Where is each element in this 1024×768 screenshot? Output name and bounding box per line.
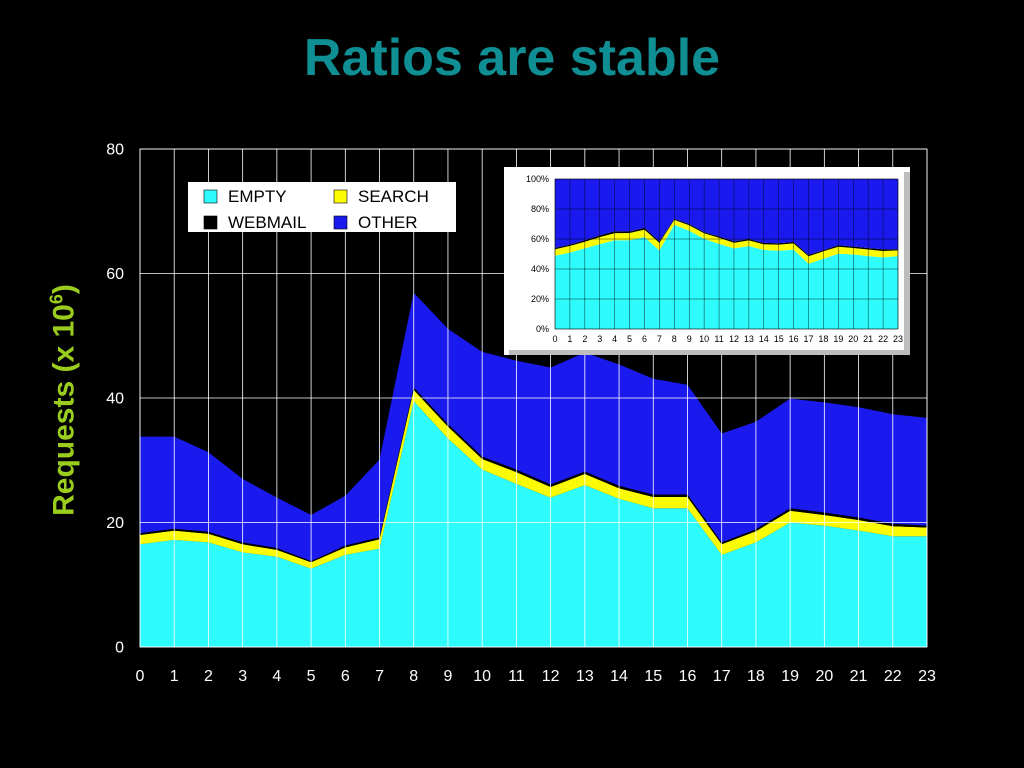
main-x-tick-label: 9	[444, 668, 453, 685]
inset-x-tick-label: 0	[552, 334, 557, 344]
main-x-tick-label: 19	[781, 668, 799, 685]
inset-x-tick-label: 15	[774, 334, 784, 344]
main-plot-border	[139, 148, 928, 648]
legend-box	[188, 182, 456, 232]
main-x-tick-label: 7	[375, 668, 384, 685]
legend-swatch-webmail	[203, 215, 218, 230]
legend: EMPTY SEARCH WEBMAIL OTHER	[188, 182, 456, 232]
legend-label-other: OTHER	[358, 213, 418, 232]
main-x-tick-label: 13	[576, 668, 594, 685]
main-x-tick-label: 21	[850, 668, 868, 685]
inset-y-tick-label: 20%	[531, 294, 549, 304]
main-x-tick-label: 12	[542, 668, 560, 685]
main-x-tick-label: 11	[508, 668, 525, 685]
main-y-tick-label: 60	[106, 266, 124, 283]
legend-swatch-search	[333, 189, 348, 204]
inset-x-tick-label: 18	[818, 334, 828, 344]
main-y-tick-label: 40	[106, 391, 124, 408]
inset-x-tick-label: 20	[848, 334, 858, 344]
main-x-tick-label: 22	[884, 668, 902, 685]
inset-area-search	[555, 219, 898, 264]
inset-shadow-bottom	[509, 350, 910, 355]
legend-swatch-other	[333, 215, 348, 230]
inset-x-tick-label: 17	[804, 334, 814, 344]
main-x-tick-label: 15	[644, 668, 662, 685]
inset-plot-border	[554, 178, 899, 330]
inset-x-tick-label: 16	[789, 334, 799, 344]
main-x-tick-label: 1	[170, 668, 179, 685]
inset-x-tick-label: 7	[657, 334, 662, 344]
inset-x-tick-label: 5	[627, 334, 632, 344]
inset-x-tick-label: 6	[642, 334, 647, 344]
inset-x-tick-label: 22	[878, 334, 888, 344]
inset-x-tick-label: 2	[582, 334, 587, 344]
inset-percent-chart: 0%20%40%60%80%100%0 1 2 3 4 5 6 7 8 9 10 11 12 13 14 15…	[504, 167, 910, 355]
main-x-tick-label: 16	[679, 668, 697, 685]
main-x-tick-label: 6	[341, 668, 350, 685]
main-area-other	[140, 292, 927, 562]
inset-y-tick-label: 0%	[536, 324, 549, 334]
main-x-tick-label: 23	[918, 668, 936, 685]
main-x-tick-label: 20	[815, 668, 833, 685]
legend-swatch-empty	[203, 189, 218, 204]
main-x-tick-label: 17	[713, 668, 731, 685]
inset-x-tick-label: 8	[672, 334, 677, 344]
main-x-tick-label: 8	[409, 668, 418, 685]
inset-x-tick-label: 1	[567, 334, 572, 344]
main-x-tick-label: 18	[747, 668, 765, 685]
inset-x-tick-label: 11	[714, 334, 723, 344]
legend-label-search: SEARCH	[358, 187, 429, 206]
main-x-tick-label: 2	[204, 668, 213, 685]
main-x-tick-label: 14	[610, 668, 628, 685]
page-title: Ratios are stable	[303, 29, 721, 87]
main-x-tick-label: 10	[473, 668, 491, 685]
inset-x-tick-label: 12	[729, 334, 739, 344]
inset-y-tick-label: 40%	[531, 264, 549, 274]
inset-area-other	[555, 179, 898, 255]
inset-x-tick-label: 3	[597, 334, 602, 344]
inset-x-tick-label: 23	[893, 334, 903, 344]
inset-y-tick-label: 80%	[531, 204, 549, 214]
inset-x-tick-label: 21	[863, 334, 873, 344]
inset-y-tick-label: 60%	[531, 234, 549, 244]
legend-label-webmail: WEBMAIL	[228, 213, 306, 232]
main-x-tick-label: 0	[136, 668, 145, 685]
inset-shadow-right	[904, 172, 910, 355]
main-y-tick-label: 80	[106, 142, 124, 159]
inset-x-tick-label: 14	[759, 334, 769, 344]
inset-area-empty	[555, 224, 898, 329]
inset-x-tick-label: 19	[833, 334, 843, 344]
main-y-tick-label: 0	[115, 640, 124, 657]
inset-x-tick-label: 4	[612, 334, 617, 344]
legend-label-empty: EMPTY	[228, 187, 287, 206]
main-x-tick-label: 4	[272, 668, 281, 685]
inset-y-tick-label: 100%	[526, 174, 549, 184]
inset-x-tick-label: 10	[699, 334, 709, 344]
main-area-empty	[140, 401, 927, 647]
inset-x-tick-label: 13	[744, 334, 754, 344]
main-x-tick-label: 3	[238, 668, 247, 685]
main-x-tick-label: 5	[307, 668, 316, 685]
inset-x-tick-label: 9	[687, 334, 692, 344]
main-y-tick-label: 20	[106, 515, 124, 532]
